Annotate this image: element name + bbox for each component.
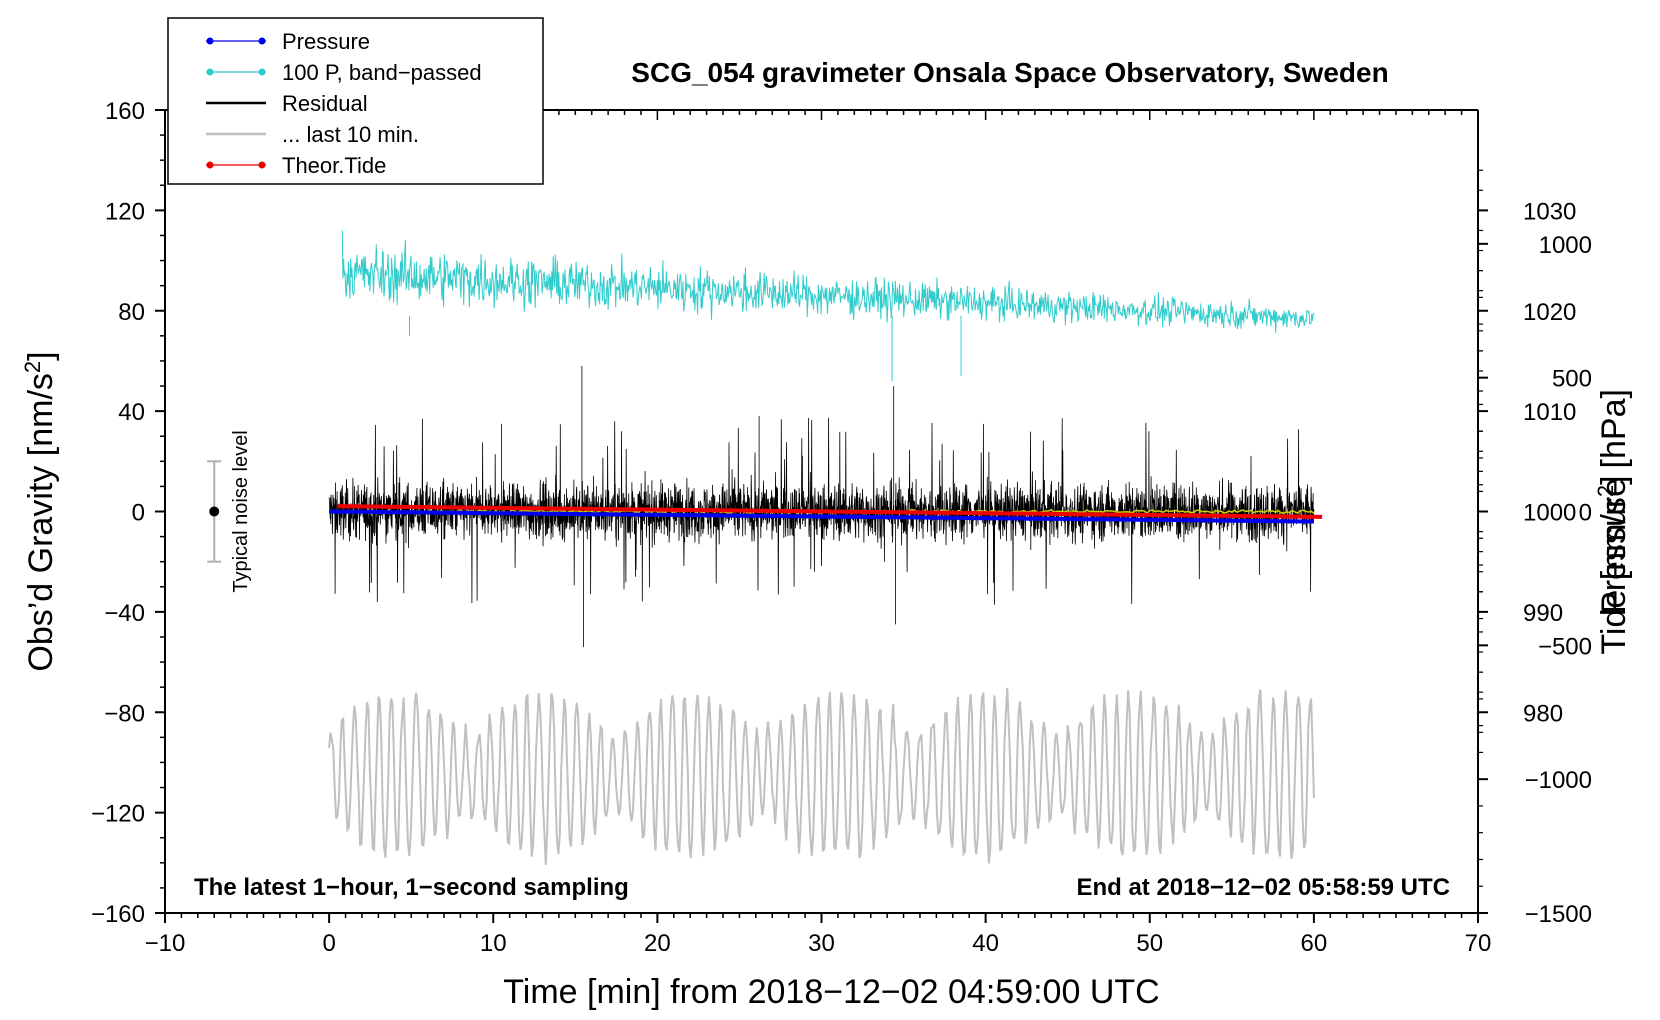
y-left-tick-label: 0 xyxy=(132,500,145,527)
x-tick-label: 30 xyxy=(808,930,835,957)
tide-axis-title-end: ] xyxy=(1595,475,1633,484)
y-left-tick-label: 40 xyxy=(118,399,145,426)
y-left-tick-label: −120 xyxy=(91,801,145,828)
x-tick-label: 70 xyxy=(1465,930,1492,957)
x-tick-label: 10 xyxy=(480,930,507,957)
x-tick-label: 60 xyxy=(1301,930,1328,957)
pressure-tick-label: 990 xyxy=(1523,600,1563,627)
y-left-axis-title-sup: 2 xyxy=(20,361,45,373)
pressure-tick-label: 980 xyxy=(1523,700,1563,727)
y-left-tick-label: −80 xyxy=(104,700,145,727)
legend-label: Theor.Tide xyxy=(282,153,386,178)
x-tick-label: 0 xyxy=(322,930,335,957)
legend-label: 100 P, band−passed xyxy=(282,60,482,85)
series-layer xyxy=(207,230,1323,865)
footer-left: The latest 1−hour, 1−second sampling xyxy=(194,874,629,901)
noise-level-dot xyxy=(209,506,220,517)
legend-marker xyxy=(206,68,214,76)
y-left-tick-label: 80 xyxy=(118,299,145,326)
legend-label: ... last 10 min. xyxy=(282,122,419,147)
tide-tick-label: 1000 xyxy=(1539,232,1592,259)
series-residual xyxy=(328,366,1315,647)
footer-right: End at 2018−12−02 05:58:59 UTC xyxy=(1076,874,1450,901)
legend-item: Theor.Tide xyxy=(206,153,386,178)
legend-item: ... last 10 min. xyxy=(206,122,419,147)
tide-tick-label: −500 xyxy=(1538,633,1592,660)
legend-marker xyxy=(206,37,214,45)
series-pressure-bandpassed xyxy=(341,230,1315,381)
legend-label: Residual xyxy=(282,91,368,116)
tide-tick-label: −1000 xyxy=(1525,767,1592,794)
legend: Pressure 100 P, band−passed Residual ... la… xyxy=(167,17,544,185)
chart-title: SCG_054 gravimeter Onsala Space Observat… xyxy=(631,57,1388,88)
pressure-tick-label: 1010 xyxy=(1523,399,1576,426)
y-left-tick-label: −40 xyxy=(104,600,145,627)
pressure-axis-title: Pressure [hPa] xyxy=(1595,389,1633,614)
legend-marker xyxy=(258,161,266,169)
series-last-10-min xyxy=(328,687,1315,865)
pressure-tick-label: 1030 xyxy=(1523,198,1576,225)
y-left-axis-title-end: ] xyxy=(22,351,60,360)
y-left-tick-label: 120 xyxy=(105,198,145,225)
pressure-tick-label: 1020 xyxy=(1523,299,1576,326)
tide-tick-label: −1500 xyxy=(1525,901,1592,928)
y-left-axis-title: Obs’d Gravity [nm/s2] xyxy=(20,351,60,671)
pressure-tick-label: 1000 xyxy=(1523,500,1576,527)
y-left-axis-title-main: Obs’d Gravity [nm/s xyxy=(22,373,60,672)
tide-axis-title-main: Tide [nm/s xyxy=(1595,497,1633,654)
legend-marker xyxy=(206,161,214,169)
tide-axis-title-sup: 2 xyxy=(1593,485,1618,497)
legend-box xyxy=(167,17,544,185)
tide-tick-label: 0 xyxy=(1579,500,1592,527)
legend-label: Pressure xyxy=(282,29,370,54)
x-tick-label: 40 xyxy=(972,930,999,957)
legend-marker xyxy=(258,37,266,45)
x-tick-label: 50 xyxy=(1136,930,1163,957)
legend-item: 100 P, band−passed xyxy=(206,60,482,85)
series-theor-tide xyxy=(337,504,1323,519)
x-tick-label: −10 xyxy=(145,930,186,957)
noise-level-label: Typical noise level xyxy=(230,430,252,592)
legend-item: Residual xyxy=(206,91,368,116)
x-tick-label: 20 xyxy=(644,930,671,957)
y-left-tick-label: 160 xyxy=(105,98,145,125)
y-left-tick-label: −160 xyxy=(91,901,145,928)
legend-marker xyxy=(258,68,266,76)
series-pressure xyxy=(329,509,1314,524)
x-axis-title: Time [min] from 2018−12−02 04:59:00 UTC xyxy=(503,973,1159,1011)
tide-axis-title: Tide [nm/s2] xyxy=(1593,475,1633,654)
legend-item: Pressure xyxy=(206,29,370,54)
tide-tick-label: 500 xyxy=(1552,366,1592,393)
